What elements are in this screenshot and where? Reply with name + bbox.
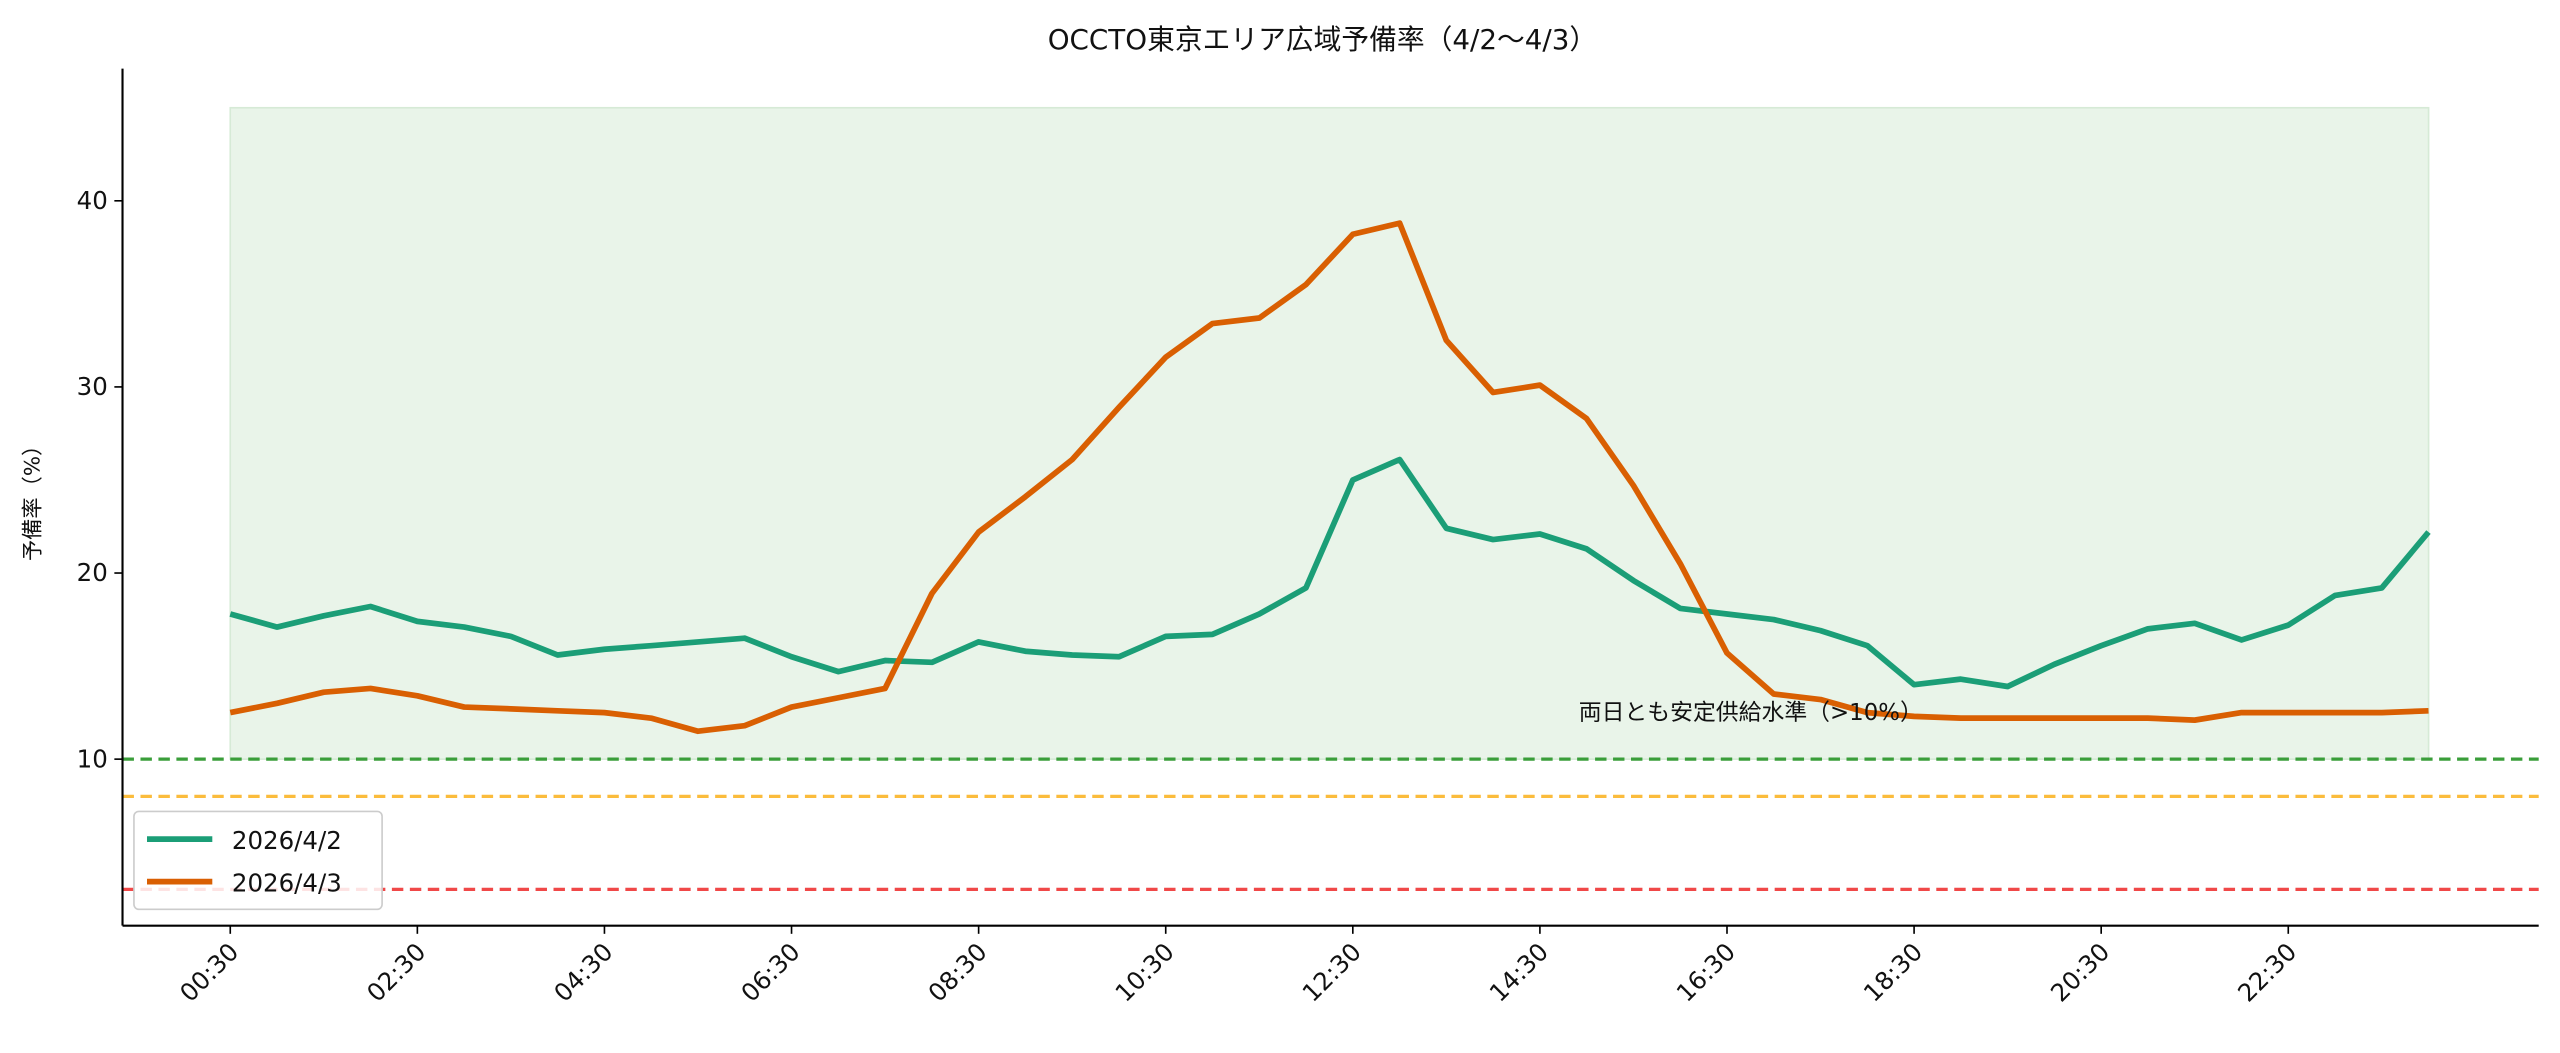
x-tick-label: 10:30 bbox=[1109, 937, 1179, 1007]
stable-supply-band bbox=[229, 106, 2430, 760]
x-tick-label: 16:30 bbox=[1671, 937, 1741, 1007]
series-line-2026-4-2 bbox=[229, 456, 2431, 690]
legend: 2026/4/2 2026/4/3 bbox=[133, 810, 383, 911]
legend-label-2026-4-3: 2026/4/3 bbox=[232, 868, 342, 897]
x-tick-label: 14:30 bbox=[1484, 937, 1554, 1007]
x-tick-label: 18:30 bbox=[1858, 937, 1928, 1007]
x-tick-label: 12:30 bbox=[1296, 937, 1366, 1007]
y-axis-label: 予備率（%） bbox=[20, 435, 45, 561]
series-line-2026-4-3 bbox=[229, 220, 2429, 735]
x-tick-label: 22:30 bbox=[2232, 937, 2302, 1007]
x-tick-label: 20:30 bbox=[2045, 937, 2115, 1007]
y-tick-label: 40 bbox=[77, 186, 108, 215]
y-tick-label: 10 bbox=[77, 744, 108, 773]
annotation-stable-supply: 両日とも安定供給水準（>10%） bbox=[1579, 700, 1923, 726]
x-tick-label: 04:30 bbox=[548, 937, 618, 1007]
x-tick-label: 08:30 bbox=[922, 937, 992, 1007]
chart-title: OCCTO東京エリア広域予備率（4/2〜4/3） bbox=[1048, 23, 1597, 56]
y-tick-label: 20 bbox=[77, 558, 108, 587]
x-tick-label: 00:30 bbox=[174, 937, 244, 1007]
y-tick-label: 30 bbox=[77, 372, 108, 401]
legend-label-2026-4-2: 2026/4/2 bbox=[232, 826, 342, 855]
x-tick-label: 06:30 bbox=[735, 937, 805, 1007]
x-tick-label: 02:30 bbox=[361, 937, 431, 1007]
